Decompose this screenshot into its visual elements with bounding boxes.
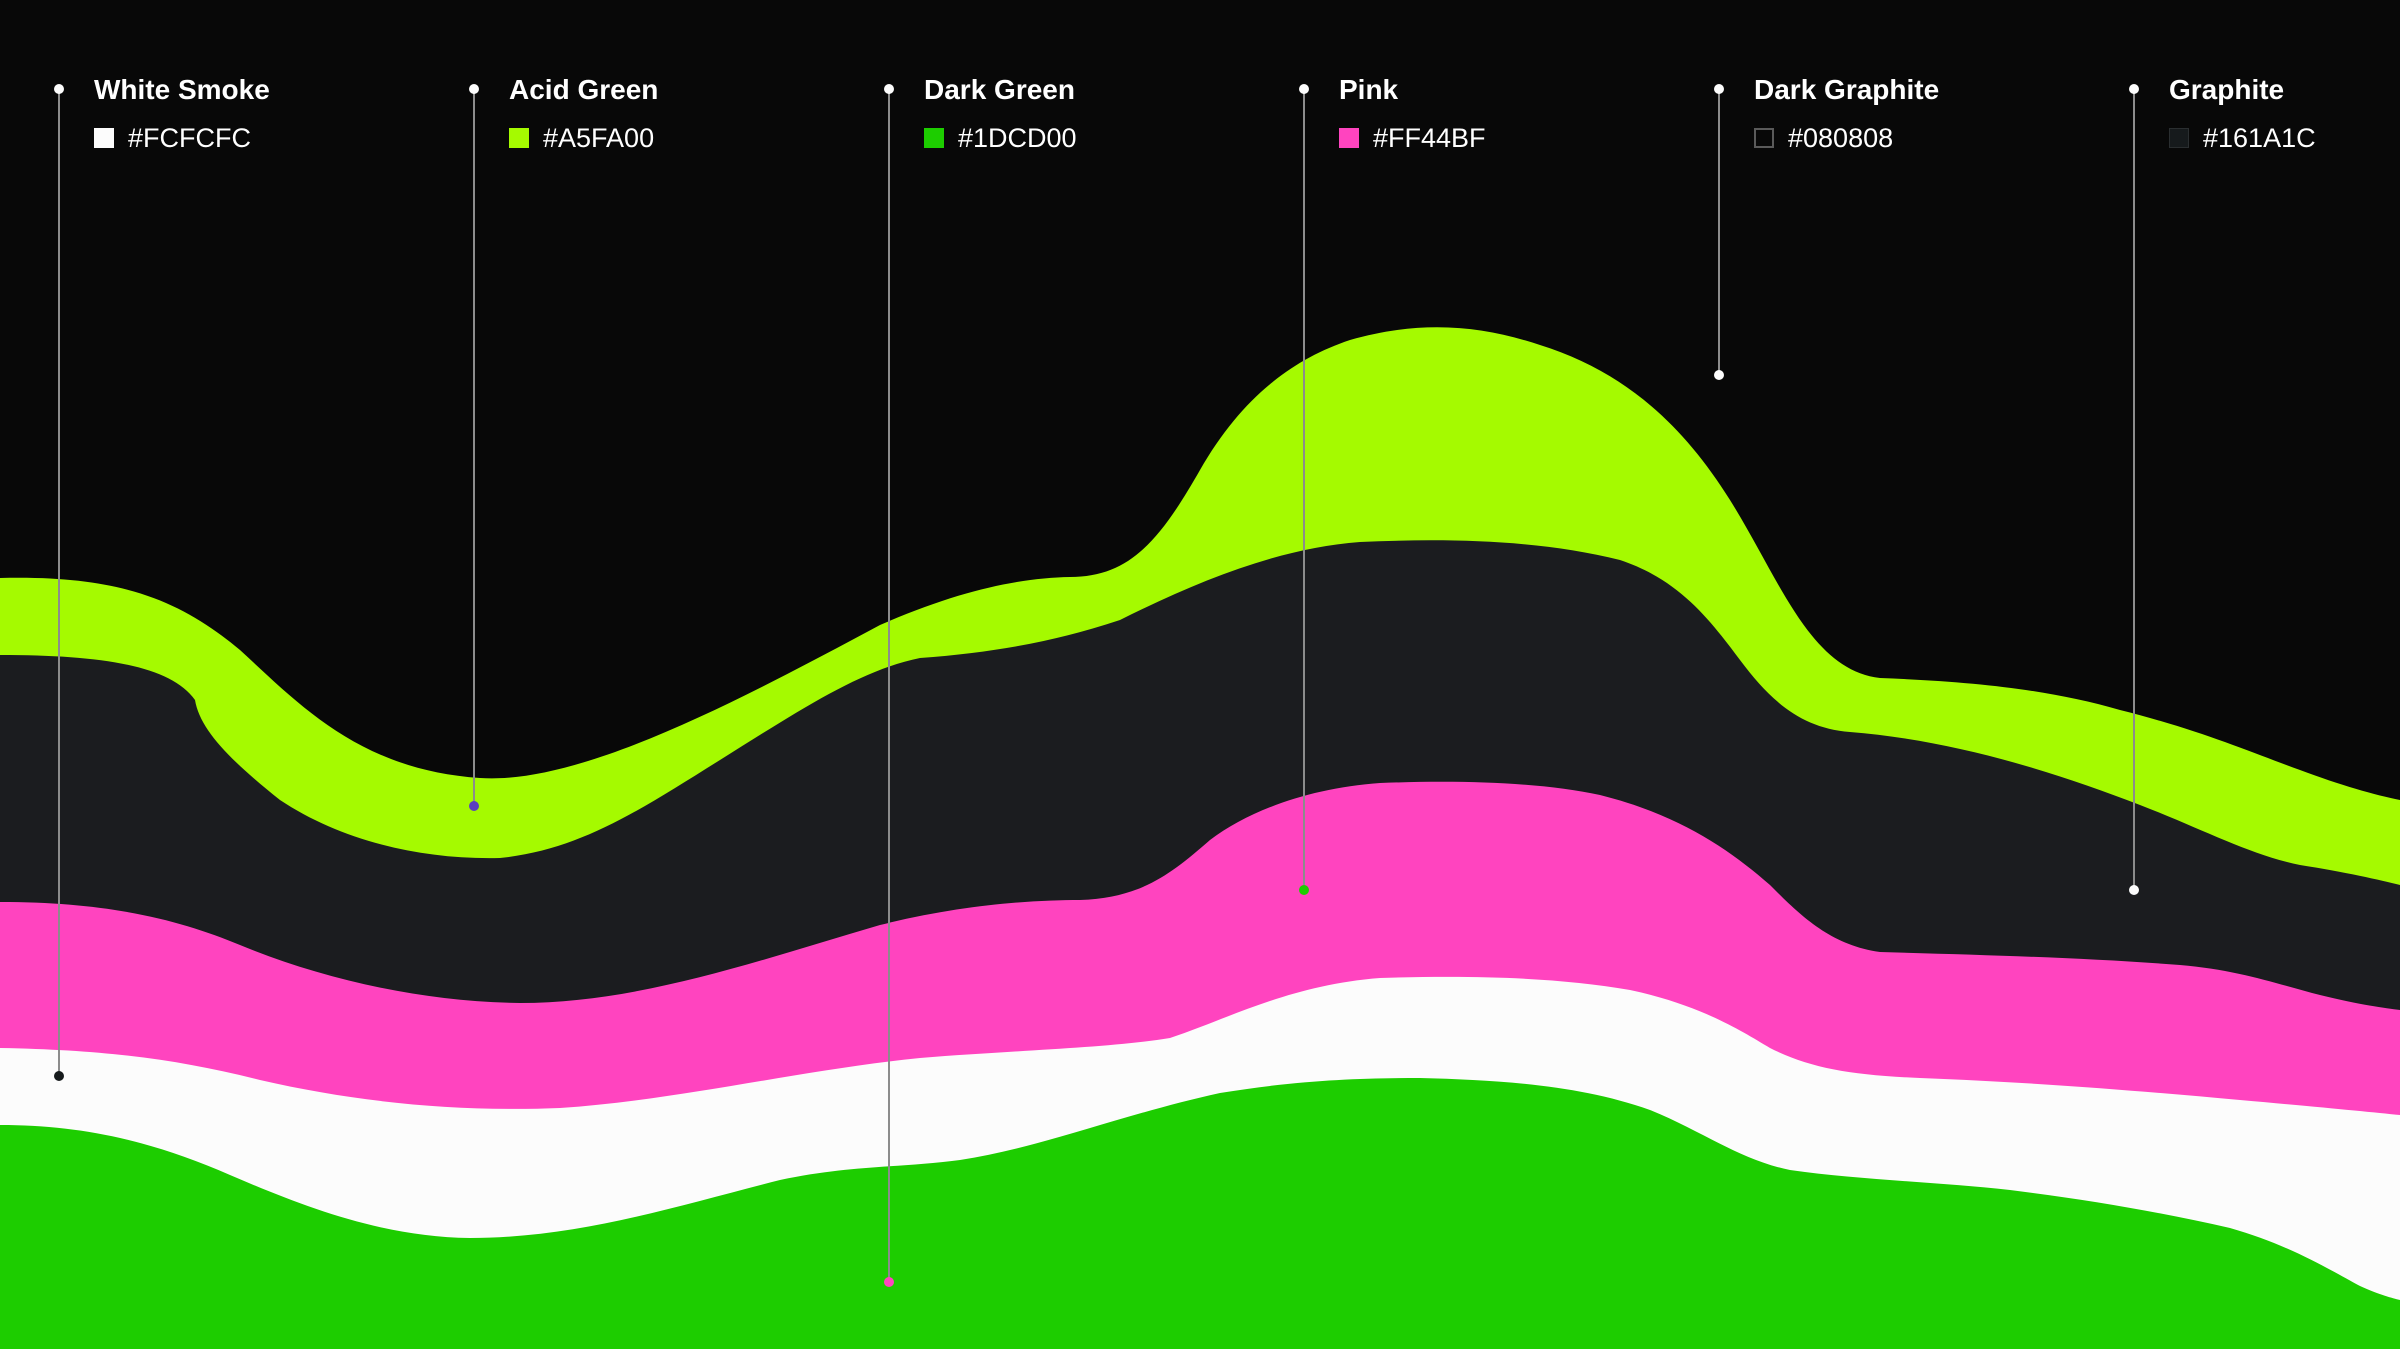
color-chip <box>94 128 114 148</box>
swatch-name: White Smoke <box>94 74 270 105</box>
swatch-graphite: Graphite #161A1C <box>2169 72 2316 154</box>
color-chip <box>1754 128 1774 148</box>
swatch-acid-green: Acid Green #A5FA00 <box>509 72 658 154</box>
leader-top-dot-dark-green <box>884 84 894 94</box>
swatch-white-smoke: White Smoke #FCFCFC <box>94 72 270 154</box>
swatch-pink: Pink #FF44BF <box>1339 72 1486 154</box>
leader-bottom-dot-pink <box>1299 885 1309 895</box>
leader-lines <box>58 89 2135 1282</box>
leader-bottom-dots <box>54 370 2139 1287</box>
swatch-hex: #1DCD00 <box>958 123 1077 153</box>
color-chip <box>509 128 529 148</box>
swatch-name: Dark Graphite <box>1754 74 1940 105</box>
leader-top-dot-graphite <box>2129 84 2139 94</box>
swatch-hex: #161A1C <box>2203 123 2316 153</box>
color-chip <box>2169 128 2189 148</box>
leader-top-dot-pink <box>1299 84 1309 94</box>
swatch-hex-row: #1DCD00 <box>924 122 1077 154</box>
swatch-hex-row: #161A1C <box>2169 122 2316 154</box>
swatch-name: Pink <box>1339 74 1399 105</box>
leader-bottom-dot-dark-graphite <box>1714 370 1724 380</box>
swatch-name: Graphite <box>2169 74 2285 105</box>
swatch-hex-row: #A5FA00 <box>509 122 658 154</box>
swatch-hex-row: #FCFCFC <box>94 122 270 154</box>
leader-bottom-dot-acid-green <box>469 801 479 811</box>
swatch-hex: #A5FA00 <box>543 123 655 153</box>
swatch-name: Acid Green <box>509 74 659 105</box>
swatch-hex-row: #FF44BF <box>1339 122 1486 154</box>
color-chip <box>924 128 944 148</box>
leader-top-dot-white-smoke <box>54 84 64 94</box>
leader-top-dot-acid-green <box>469 84 479 94</box>
swatch-dark-green: Dark Green #1DCD00 <box>924 72 1077 154</box>
leader-bottom-dot-dark-green <box>884 1277 894 1287</box>
band-dark-green <box>0 1078 2400 1349</box>
swatch-dark-graphite: Dark Graphite #080808 <box>1754 72 1939 154</box>
swatch-hex: #080808 <box>1788 123 1894 153</box>
leader-top-dots <box>54 84 2139 94</box>
swatch-hex: #FCFCFC <box>128 123 251 153</box>
swatch-hex-row: #080808 <box>1754 122 1939 154</box>
swatch-hex: #FF44BF <box>1373 123 1486 153</box>
leader-bottom-dot-white-smoke <box>54 1071 64 1081</box>
leader-top-dot-dark-graphite <box>1714 84 1724 94</box>
leader-bottom-dot-graphite <box>2129 885 2139 895</box>
swatch-name: Dark Green <box>924 74 1075 105</box>
color-chip <box>1339 128 1359 148</box>
